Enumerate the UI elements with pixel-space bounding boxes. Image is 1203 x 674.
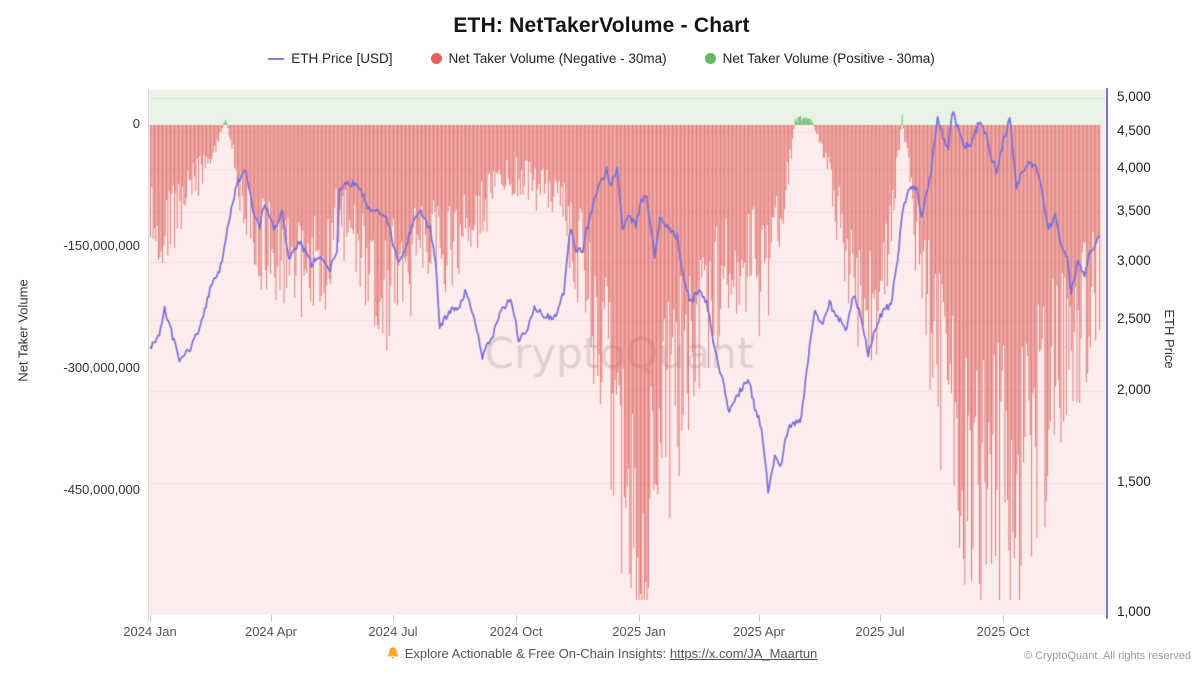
copyright-notice: © CryptoQuant. All rights reserved: [1023, 650, 1191, 662]
x-tick-mark: [393, 615, 394, 622]
left-axis-line: [148, 88, 149, 622]
x-tick-label: 2024 Apr: [244, 624, 298, 639]
legend-item-eth-price[interactable]: ETH Price [USD]: [268, 51, 393, 66]
x-tick-mark: [639, 615, 640, 622]
y-right-tick-label: 3,000: [1117, 252, 1151, 268]
left-axis-title: Net Taker Volume: [15, 279, 31, 382]
chart-canvas[interactable]: [149, 90, 1105, 615]
y-right-tick-label: 1,500: [1117, 474, 1151, 490]
x-tick-label: 2025 Jan: [612, 624, 666, 639]
x-tick-label: 2024 Oct: [489, 624, 543, 639]
legend-item-positive-volume[interactable]: Net Taker Volume (Positive - 30ma): [704, 51, 935, 66]
x-tick-mark: [759, 615, 760, 622]
x-tick-label: 2024 Jan: [123, 624, 177, 639]
footer-insights: Explore Actionable & Free On-Chain Insig…: [0, 646, 1203, 663]
page-title: ETH: NetTakerVolume - Chart: [453, 14, 750, 37]
x-tick-label: 2025 Apr: [732, 624, 786, 639]
x-tick-mark: [1003, 615, 1004, 622]
right-axis-line: [1106, 88, 1108, 619]
footer-text: Explore Actionable & Free On-Chain Insig…: [404, 646, 670, 661]
y-right-tick-label: 1,000: [1117, 604, 1151, 620]
bell-icon: [386, 646, 400, 663]
legend-label: Net Taker Volume (Negative - 30ma): [448, 51, 667, 66]
legend-label: ETH Price [USD]: [291, 51, 393, 66]
y-left-tick-label: -150,000,000: [63, 237, 140, 253]
y-right-tick-label: 4,500: [1117, 122, 1151, 138]
x-tick-label: 2025 Oct: [976, 624, 1030, 639]
y-right-tick-label: 5,000: [1117, 89, 1151, 104]
x-tick-mark: [516, 615, 517, 622]
y-right-tick-label: 4,000: [1117, 160, 1151, 176]
legend-label: Net Taker Volume (Positive - 30ma): [722, 51, 935, 66]
y-right-tick-label: 2,000: [1117, 382, 1151, 398]
right-axis-title: ETH Price: [1162, 309, 1177, 369]
legend: ETH Price [USD] Net Taker Volume (Negati…: [0, 51, 1203, 66]
plot-area[interactable]: [149, 90, 1105, 615]
y-right-tick-label: 3,500: [1117, 203, 1151, 219]
y-right-tick-label: 2,500: [1117, 310, 1151, 326]
red-dot-icon: [430, 53, 442, 64]
y-left-tick-label: -300,000,000: [63, 359, 140, 375]
y-left-tick-label: 0: [132, 116, 140, 131]
x-tick-label: 2025 Jul: [855, 624, 905, 639]
footer-link[interactable]: https://x.com/JA_Maartun: [669, 646, 818, 661]
y-left-tick-label: -450,000,000: [63, 481, 140, 497]
x-tick-mark: [880, 615, 881, 622]
line-marker-icon: [268, 57, 285, 60]
x-tick-mark: [150, 615, 151, 622]
legend-item-negative-volume[interactable]: Net Taker Volume (Negative - 30ma): [430, 51, 667, 66]
x-tick-mark: [271, 615, 272, 622]
x-tick-label: 2024 Jul: [368, 624, 418, 639]
green-dot-icon: [704, 53, 716, 64]
